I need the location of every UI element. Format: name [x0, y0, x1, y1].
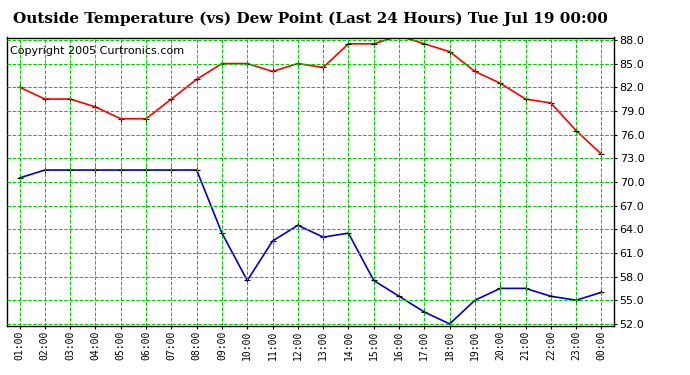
Text: Outside Temperature (vs) Dew Point (Last 24 Hours) Tue Jul 19 00:00: Outside Temperature (vs) Dew Point (Last…: [13, 11, 608, 26]
Text: Copyright 2005 Curtronics.com: Copyright 2005 Curtronics.com: [10, 46, 184, 56]
